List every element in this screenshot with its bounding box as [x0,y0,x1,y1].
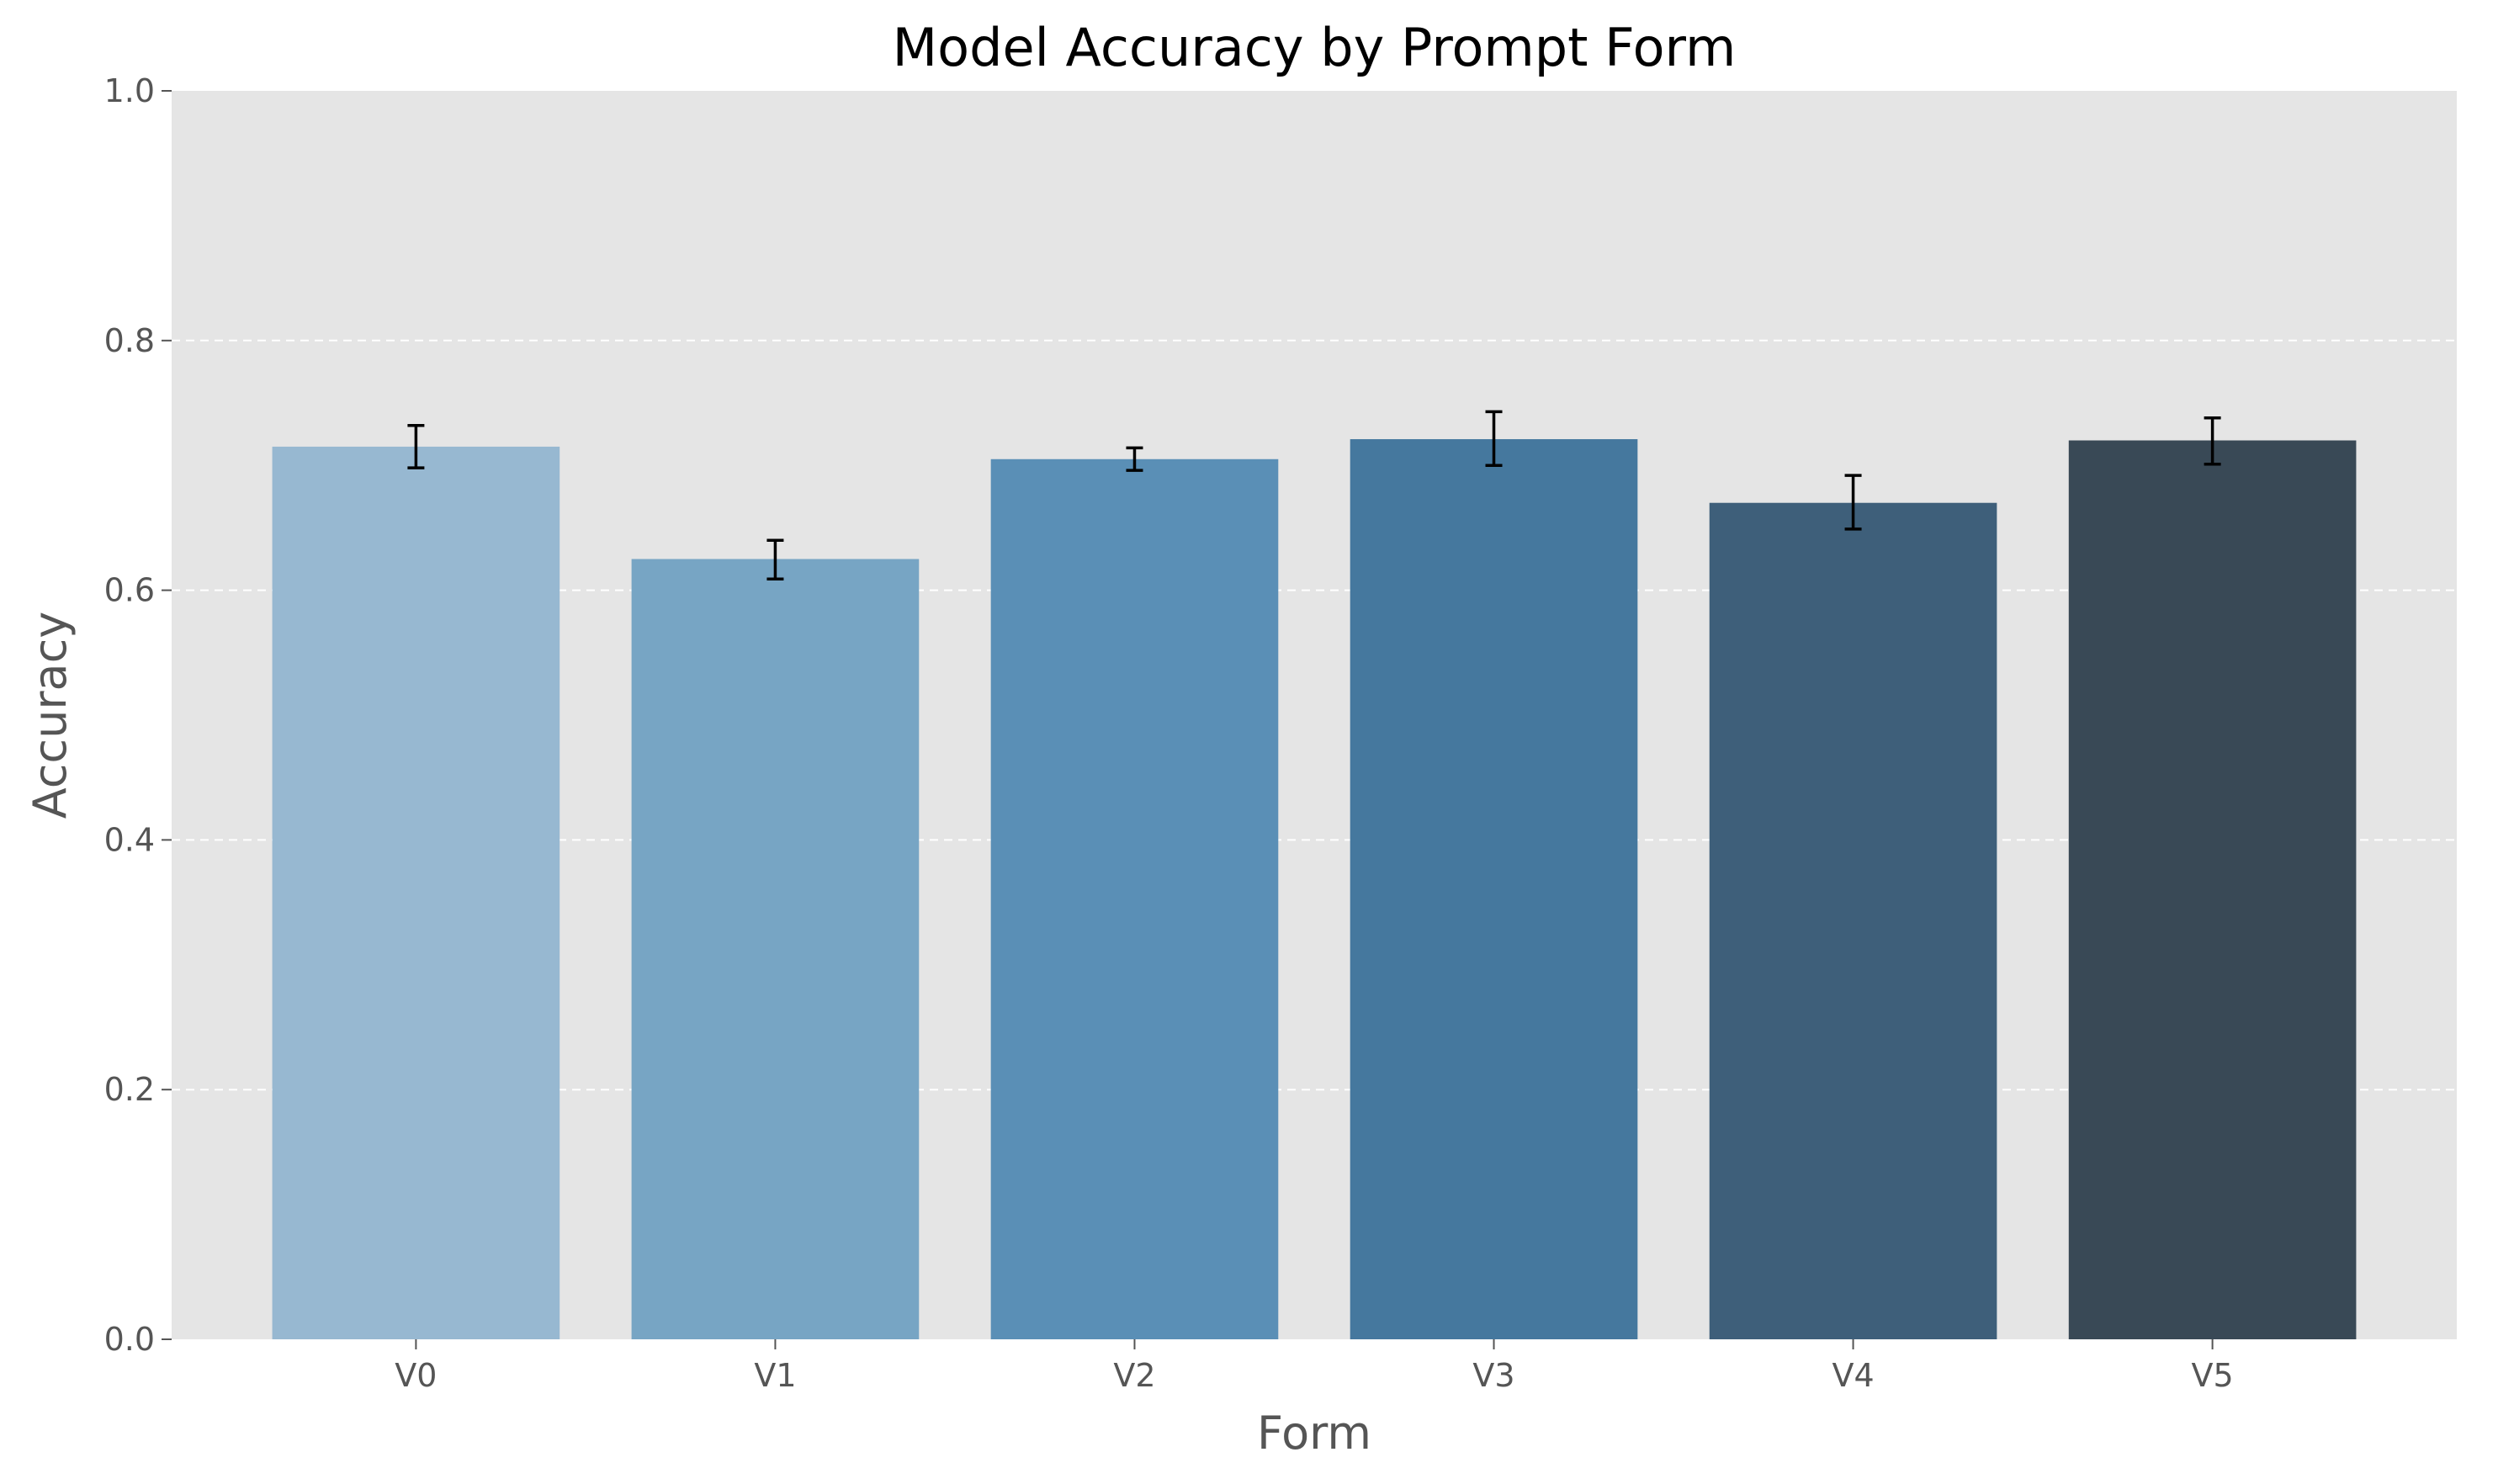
x-tick-label: V1 [754,1357,796,1394]
y-tick-label: 0.4 [104,821,155,858]
y-axis-ticks: 0.0 0.2 0.4 0.6 0.8 1.0 [104,72,172,1358]
y-tick-label: 0.6 [104,572,155,609]
y-tick-label: 1.0 [104,72,155,109]
x-tick-label: V4 [1832,1357,1874,1394]
x-tick-label: V2 [1113,1357,1155,1394]
error-bar-v4 [1844,474,1862,531]
bar-v0 [272,446,560,1340]
error-bar-v5 [2204,416,2221,466]
bar-v5 [2068,440,2357,1339]
y-axis-label: Accuracy [24,612,77,819]
x-tick-label: V0 [395,1357,437,1394]
error-bar-v2 [1126,446,1143,472]
x-tick-label: V3 [1472,1357,1514,1394]
y-tick-label: 0.0 [104,1321,155,1358]
chart-title: Model Accuracy by Prompt Form [893,17,1737,78]
x-axis-ticks: V0 V1 V2 V3 V4 V5 [395,1339,2234,1394]
x-axis-label: Form [1257,1407,1371,1460]
error-bar-v1 [766,538,784,580]
bars [272,439,2357,1340]
x-tick-label: V5 [2192,1357,2234,1394]
y-tick-label: 0.8 [104,322,155,359]
bar-v1 [631,559,920,1339]
bar-v4 [1709,502,1997,1339]
bar-v3 [1350,439,1638,1339]
error-bars [407,410,2221,580]
y-tick-label: 0.2 [104,1071,155,1108]
bar-v2 [990,458,1279,1339]
error-bar-v3 [1485,410,1503,467]
error-bar-v0 [407,423,425,469]
